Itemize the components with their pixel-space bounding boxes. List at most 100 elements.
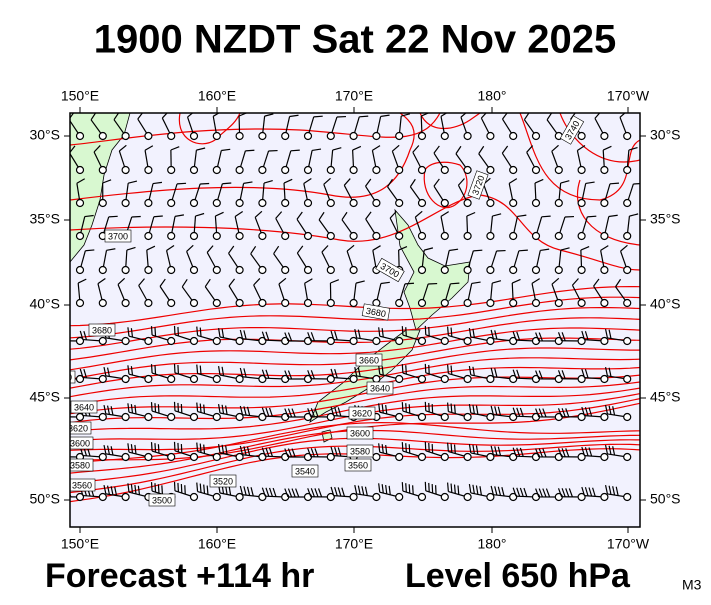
station bbox=[373, 133, 380, 140]
barb-flag bbox=[455, 445, 456, 454]
contour-label-text: 3700 bbox=[108, 231, 128, 241]
station bbox=[259, 233, 266, 240]
station bbox=[305, 267, 312, 274]
station bbox=[305, 133, 312, 140]
station bbox=[236, 133, 243, 140]
station bbox=[601, 133, 608, 140]
station bbox=[396, 494, 403, 501]
station bbox=[191, 494, 198, 501]
station bbox=[487, 200, 494, 207]
station bbox=[441, 494, 448, 501]
barb-flag bbox=[197, 365, 198, 374]
station bbox=[396, 300, 403, 307]
station bbox=[213, 267, 220, 274]
station bbox=[350, 300, 357, 307]
station bbox=[464, 300, 471, 307]
station bbox=[122, 338, 129, 345]
contour-label-text: 3680 bbox=[92, 325, 112, 335]
barb-flag bbox=[402, 326, 403, 335]
lon-label-top: 170°W bbox=[607, 88, 650, 104]
station bbox=[145, 200, 152, 207]
barb-flag bbox=[64, 488, 67, 496]
station bbox=[533, 233, 540, 240]
barb-flag bbox=[155, 483, 156, 492]
station bbox=[464, 200, 471, 207]
contour-label-text: 3520 bbox=[213, 476, 233, 486]
station bbox=[578, 267, 585, 274]
station bbox=[441, 454, 448, 461]
station bbox=[510, 200, 517, 207]
barb-flag bbox=[85, 250, 94, 251]
barb-flag bbox=[200, 404, 201, 413]
station bbox=[282, 200, 289, 207]
station bbox=[578, 133, 585, 140]
barb-flag bbox=[455, 405, 456, 414]
station bbox=[122, 267, 129, 274]
station bbox=[191, 200, 198, 207]
station bbox=[191, 338, 198, 345]
station bbox=[441, 414, 448, 421]
barb-flag bbox=[314, 116, 323, 117]
station bbox=[168, 300, 175, 307]
barb-flag bbox=[57, 408, 60, 416]
station bbox=[282, 267, 289, 274]
station bbox=[305, 300, 312, 307]
station bbox=[213, 233, 220, 240]
barb-flag bbox=[200, 366, 201, 375]
barb-flag bbox=[204, 445, 205, 454]
barb-flag bbox=[359, 116, 368, 117]
station bbox=[145, 167, 152, 174]
station bbox=[168, 376, 175, 383]
lat-label-right: 45°S bbox=[650, 389, 681, 405]
station bbox=[259, 200, 266, 207]
station bbox=[601, 454, 608, 461]
station bbox=[441, 376, 448, 383]
station bbox=[464, 494, 471, 501]
station bbox=[578, 200, 585, 207]
barb-flag bbox=[152, 402, 153, 411]
station bbox=[373, 454, 380, 461]
contour-label: 3580 bbox=[347, 445, 373, 457]
barb-flag bbox=[458, 486, 459, 495]
barb-flag bbox=[158, 484, 159, 493]
barb-flag bbox=[402, 402, 403, 411]
contour-label-text: 3500 bbox=[152, 495, 172, 505]
station bbox=[99, 414, 106, 421]
lat-label-left: 35°S bbox=[29, 211, 60, 227]
station bbox=[533, 167, 540, 174]
barb-flag bbox=[197, 327, 198, 336]
station bbox=[419, 233, 426, 240]
barb-flag bbox=[409, 404, 410, 413]
station bbox=[624, 133, 631, 140]
barb-flag bbox=[152, 442, 153, 451]
station bbox=[191, 454, 198, 461]
station bbox=[464, 267, 471, 274]
barb-flag bbox=[155, 443, 156, 452]
station bbox=[441, 267, 448, 274]
barb-flag bbox=[451, 444, 452, 453]
barb-flag bbox=[57, 370, 60, 378]
contour-label: 3520 bbox=[210, 475, 236, 487]
station bbox=[99, 133, 106, 140]
barb-flag bbox=[451, 484, 452, 493]
station bbox=[464, 454, 471, 461]
station bbox=[282, 300, 289, 307]
station bbox=[350, 167, 357, 174]
barb-flag bbox=[413, 485, 414, 494]
station bbox=[305, 233, 312, 240]
station bbox=[213, 300, 220, 307]
contour-label: 3540 bbox=[292, 465, 318, 477]
barb-flag bbox=[155, 365, 156, 374]
station bbox=[419, 338, 426, 345]
barb-flag bbox=[64, 448, 67, 456]
station bbox=[213, 338, 220, 345]
lon-label-bottom: 170°E bbox=[335, 536, 373, 552]
station bbox=[373, 338, 380, 345]
barb-flag bbox=[200, 444, 201, 453]
station bbox=[441, 233, 448, 240]
lat-label-right: 35°S bbox=[650, 211, 681, 227]
station bbox=[510, 300, 517, 307]
barb-flag bbox=[406, 443, 407, 452]
lat-label-left: 50°S bbox=[29, 491, 60, 507]
